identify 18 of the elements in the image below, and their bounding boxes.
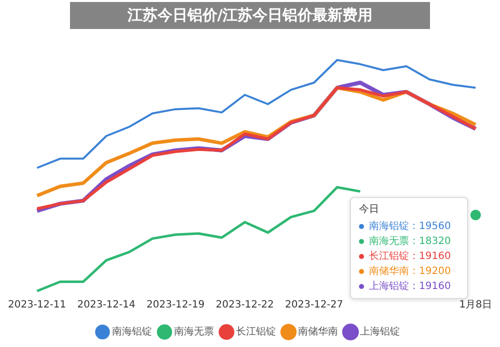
annotation: 南海无票：18320 bbox=[369, 234, 451, 249]
x-tick-label: 2023-12-22 bbox=[216, 300, 274, 311]
annotation: 长江铝锭：19160 bbox=[369, 250, 451, 264]
x-tick-label: 2023-12-27 bbox=[284, 300, 344, 311]
legend-label: 南储华南 bbox=[298, 326, 338, 338]
x-tick-label: 2023-12-19 bbox=[146, 300, 205, 311]
legend-label: 长江铝锭 bbox=[236, 326, 276, 338]
legend-label: 南海铝锭 bbox=[112, 326, 152, 338]
annotation: 南海铝锭：19560 bbox=[369, 220, 451, 234]
annotation: 南储华南：19200 bbox=[369, 264, 451, 279]
annotation: 今日 bbox=[359, 203, 380, 216]
x-tick-label: 1月8日 bbox=[459, 300, 492, 311]
annotation: 上海铝锭：19160 bbox=[369, 280, 451, 294]
chart-title: 江苏今日铝价/江苏今日铝价最新费用 bbox=[70, 2, 430, 29]
x-tick-label: 2023-12-11 bbox=[8, 300, 66, 311]
legend-label: 上海铝锭 bbox=[360, 326, 400, 338]
legend-label: 南海无票 bbox=[174, 326, 214, 338]
x-tick-label: 2023-12-14 bbox=[77, 300, 136, 311]
